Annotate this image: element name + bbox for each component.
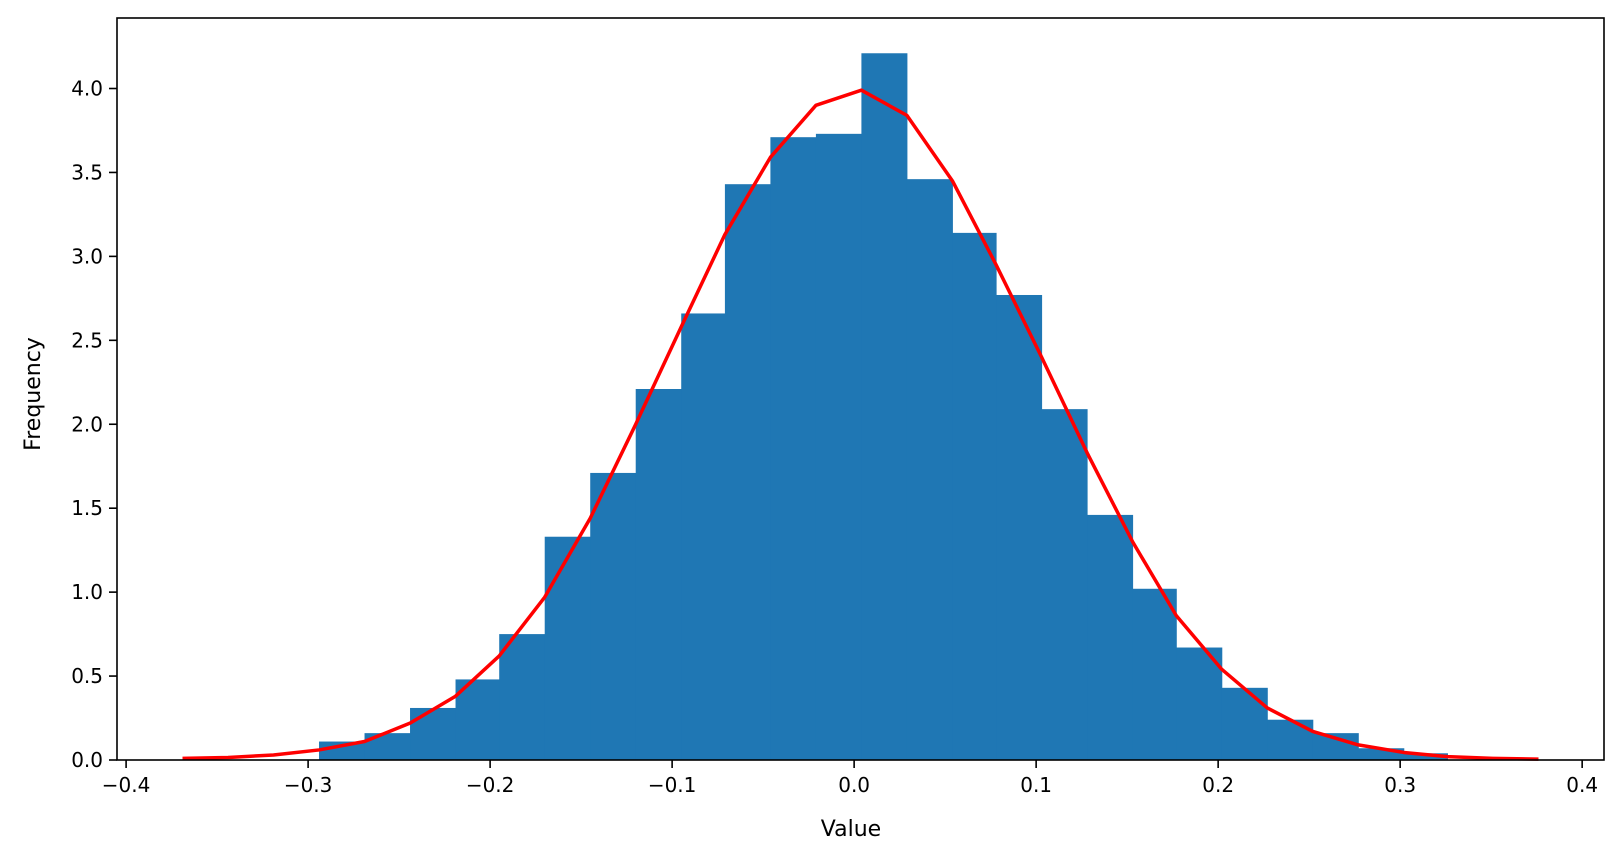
plot-frame: [116, 17, 1605, 761]
y-tick-label: 1.5: [71, 496, 103, 520]
histogram-bar: [770, 137, 817, 760]
x-tick-label: 0.0: [838, 773, 870, 797]
histogram-bar: [1267, 719, 1314, 760]
histogram-bar: [815, 133, 862, 760]
histogram-bar: [681, 313, 726, 760]
histogram-bar: [1041, 409, 1088, 760]
histogram-bar: [952, 232, 997, 761]
histogram-bar: [590, 472, 637, 760]
histogram-bar: [635, 389, 682, 760]
histogram-bar: [861, 53, 908, 760]
x-tick-label: −0.1: [648, 773, 697, 797]
density-curve: [182, 88, 1539, 761]
histogram-bar: [410, 707, 457, 760]
density-curve-layer: [182, 88, 1539, 761]
y-tick-label: 4.0: [71, 77, 103, 101]
x-axis: −0.4 −0.3 −0.2 −0.1 0.0 0.1 0.2 0.3 0.4: [102, 760, 1598, 797]
x-tick-label: 0.3: [1384, 773, 1416, 797]
histogram-bar: [1358, 748, 1405, 760]
histogram-bar: [455, 679, 500, 760]
x-tick-label: −0.3: [284, 773, 333, 797]
x-tick-label: 0.2: [1202, 773, 1234, 797]
histogram-bar: [499, 634, 546, 760]
y-tick-label: 1.0: [71, 580, 103, 604]
histogram-bar: [1132, 588, 1177, 760]
y-tick-label: 2.5: [71, 328, 103, 352]
histogram-bar: [1176, 647, 1223, 760]
y-tick-label: 3.5: [71, 160, 103, 184]
y-tick-label: 3.0: [71, 244, 103, 268]
histogram-bar: [1087, 514, 1134, 760]
y-axis: 0.0 0.5 1.0 1.5 2.0 2.5 3.0 3.5 4.0: [71, 77, 117, 772]
x-tick-label: 0.1: [1020, 773, 1052, 797]
histogram-bar: [724, 184, 771, 760]
y-tick-label: 0.5: [71, 664, 103, 688]
histogram-bar: [544, 536, 591, 760]
x-tick-label: −0.2: [466, 773, 515, 797]
x-tick-label: −0.4: [102, 773, 151, 797]
x-tick-label: 0.4: [1566, 773, 1598, 797]
histogram-bars: [319, 53, 1448, 761]
y-tick-label: 0.0: [71, 748, 103, 772]
histogram-bar: [1221, 687, 1268, 760]
y-tick-label: 2.0: [71, 412, 103, 436]
histogram-bar: [1403, 753, 1448, 760]
y-axis-label: Frequency: [21, 337, 46, 451]
histogram-bar: [906, 179, 953, 760]
x-axis-label: Value: [821, 817, 881, 842]
histogram-bar: [996, 294, 1043, 760]
